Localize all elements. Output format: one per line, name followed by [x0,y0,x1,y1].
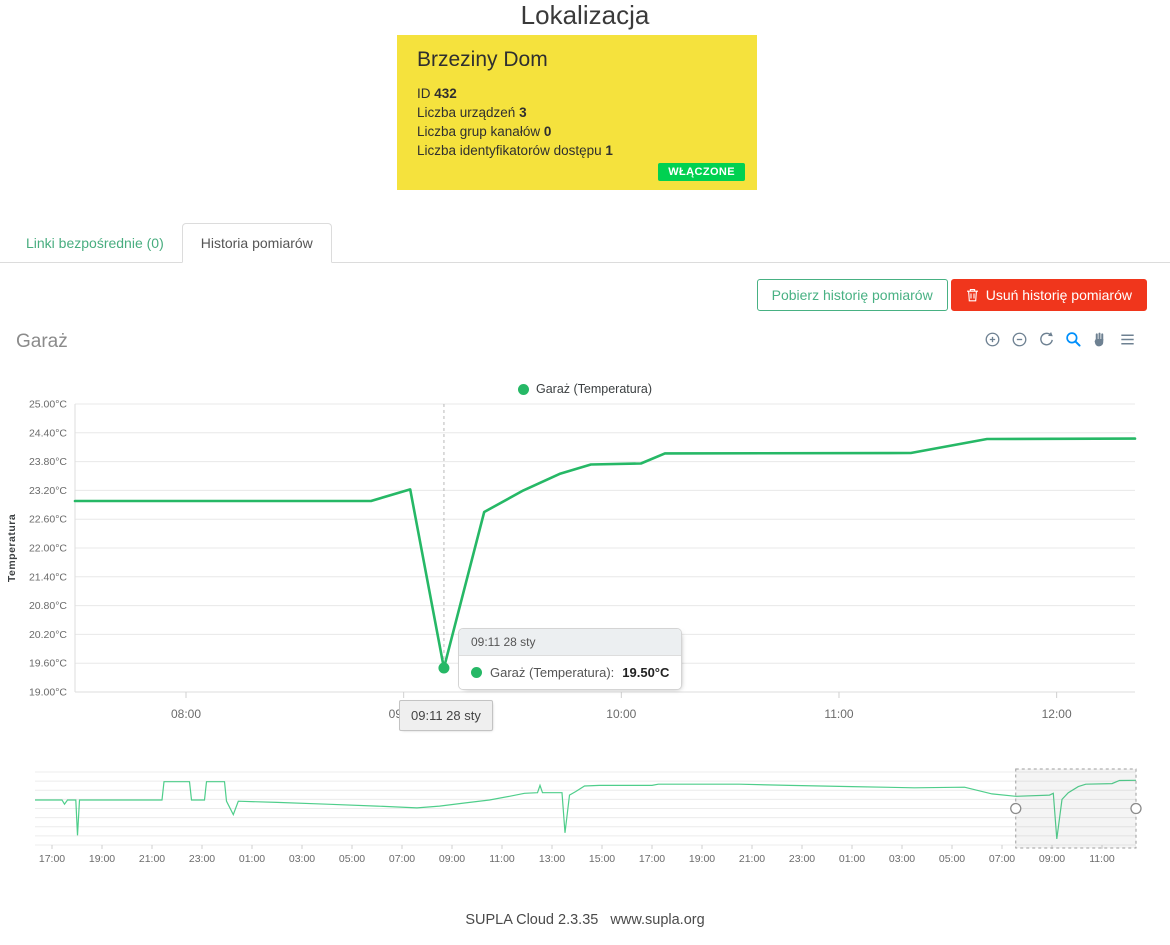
chart-legend[interactable]: Garaż (Temperatura) [0,382,1170,396]
chart-navigator[interactable]: 17:00 19:00 21:00 23:00 01:00 03:00 05:00 07:00… [0,765,1170,870]
delete-history-button[interactable]: Usuń historię pomiarów [950,279,1147,311]
svg-text:11:00: 11:00 [1089,853,1115,865]
temperature-chart[interactable]: 25.00°C 24.40°C 23.80°C 23.20°C 22.60°C 22.00… [0,395,1170,735]
location-id-label: ID [417,86,431,101]
channel-group-count-value: 0 [543,124,552,139]
location-name: Brzeziny Dom [417,48,548,71]
device-count-label: Liczba urządzeń [417,105,516,120]
svg-text:21:00: 21:00 [739,853,765,865]
location-id-row: ID 432 [417,84,737,103]
svg-text:03:00: 03:00 [289,853,315,865]
svg-text:07:00: 07:00 [389,853,415,865]
history-actions: Pobierz historię pomiarów Usuń historię … [756,279,1147,311]
svg-text:01:00: 01:00 [239,853,265,865]
svg-text:23.80°C: 23.80°C [29,456,67,468]
status-badge: WŁĄCZONE [658,163,745,181]
location-id-value: 432 [434,86,457,101]
chart-toolbar [983,330,1137,349]
svg-text:08:00: 08:00 [171,707,201,721]
tooltip-body: Garaż (Temperatura): 19.50°C [459,656,682,689]
svg-text:24.40°C: 24.40°C [29,427,67,439]
svg-text:21.40°C: 21.40°C [29,571,67,583]
svg-text:19:00: 19:00 [689,853,715,865]
selected-time-label: 09:11 28 sty [399,700,493,731]
svg-text:22.60°C: 22.60°C [29,514,67,526]
svg-text:20.20°C: 20.20°C [29,629,67,641]
footer-link[interactable]: www.supla.org [610,912,705,928]
tab-direct-links[interactable]: Linki bezpośrednie (0) [26,235,164,251]
svg-text:05:00: 05:00 [339,853,365,865]
trash-icon [966,288,979,302]
footer-version: SUPLA Cloud 2.3.35 [465,912,599,928]
svg-text:10:00: 10:00 [606,707,636,721]
svg-text:22.00°C: 22.00°C [29,543,67,555]
access-id-count-label: Liczba identyfikatorów dostępu [417,143,602,158]
selection-zoom-icon[interactable] [1064,330,1083,349]
reset-zoom-icon[interactable] [1037,330,1056,349]
svg-text:05:00: 05:00 [939,853,965,865]
channel-title: Garaż [16,331,68,352]
access-id-count-row: Liczba identyfikatorów dostępu 1 [417,141,737,160]
zoom-out-icon[interactable] [1010,330,1029,349]
download-history-button[interactable]: Pobierz historię pomiarów [756,279,948,311]
svg-text:19:00: 19:00 [89,853,115,865]
tooltip-series-marker [471,667,482,678]
legend-marker [517,383,529,395]
location-card: Brzeziny Dom ID 432 Liczba urządzeń 3 Li… [397,35,757,190]
svg-text:11:00: 11:00 [824,707,853,721]
svg-text:09:00: 09:00 [1039,853,1065,865]
menu-icon[interactable] [1118,330,1137,349]
svg-text:07:00: 07:00 [989,853,1015,865]
svg-text:03:00: 03:00 [889,853,915,865]
svg-text:12:00: 12:00 [1042,707,1072,721]
svg-text:23.20°C: 23.20°C [29,485,67,497]
delete-history-label: Usuń historię pomiarów [985,287,1132,303]
tab-bar: Linki bezpośrednie (0) Historia pomiarów [0,221,1170,263]
svg-text:11:00: 11:00 [489,853,515,865]
pan-icon[interactable] [1091,330,1110,349]
channel-group-count-row: Liczba grup kanałów 0 [417,122,737,141]
svg-text:15:00: 15:00 [589,853,615,865]
page-title: Lokalizacja [520,0,650,30]
tooltip-time: 09:11 28 sty [459,629,682,656]
svg-text:21:00: 21:00 [139,853,165,865]
svg-text:19.60°C: 19.60°C [29,658,67,670]
svg-text:13:00: 13:00 [539,853,565,865]
chart-tooltip: 09:11 28 sty Garaż (Temperatura): 19.50°… [458,628,683,690]
device-count-value: 3 [519,105,527,120]
svg-text:Temperatura: Temperatura [6,514,18,582]
svg-text:20.80°C: 20.80°C [29,600,67,612]
svg-text:23:00: 23:00 [789,853,815,865]
svg-text:01:00: 01:00 [839,853,865,865]
svg-text:17:00: 17:00 [639,853,665,865]
device-count-row: Liczba urządzeń 3 [417,103,737,122]
access-id-count-value: 1 [605,143,613,158]
svg-text:23:00: 23:00 [189,853,215,865]
zoom-in-icon[interactable] [983,330,1002,349]
svg-text:09:00: 09:00 [439,853,465,865]
channel-group-count-label: Liczba grup kanałów [417,124,541,139]
legend-label: Garaż (Temperatura) [535,382,652,396]
svg-text:25.00°C: 25.00°C [29,399,67,411]
tab-measurement-history[interactable]: Historia pomiarów [181,223,332,263]
footer: SUPLA Cloud 2.3.35 www.supla.org [0,912,1170,928]
tooltip-value: 19.50°C [622,665,670,680]
tooltip-series-label: Garaż (Temperatura): [490,665,615,680]
svg-text:17:00: 17:00 [39,853,65,865]
svg-text:19.00°C: 19.00°C [29,687,67,699]
